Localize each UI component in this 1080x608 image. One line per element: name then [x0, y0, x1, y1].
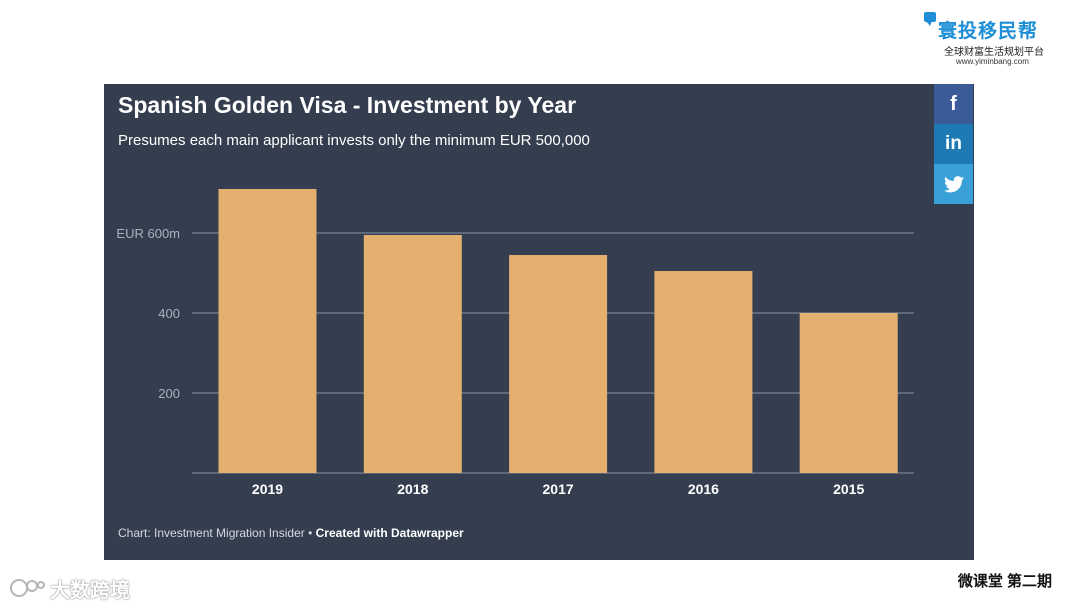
- twitter-icon: [943, 175, 964, 192]
- brand-url: www.yiminbang.com: [956, 57, 1029, 66]
- brand-tagline: 全球财富生活规划平台: [944, 47, 1044, 58]
- watermark-text: 大数跨境: [50, 580, 130, 602]
- chart-footer: Chart: Investment Migration Insider • Cr…: [118, 526, 464, 540]
- chart-title: Spanish Golden Visa - Investment by Year: [118, 92, 577, 118]
- bar-2019: [218, 189, 317, 473]
- chat-bubble-icon: [924, 12, 936, 26]
- datawrapper-credit-link[interactable]: Created with Datawrapper: [315, 526, 464, 540]
- series-caption: 微课堂 第二期: [957, 573, 1052, 590]
- x-tick-label: 2019: [252, 481, 283, 497]
- y-tick-label: EUR 600m: [116, 226, 180, 241]
- bar-2018: [363, 235, 462, 473]
- y-tick-label: 200: [158, 386, 180, 401]
- x-tick-label: 2016: [688, 481, 719, 497]
- brand-logo: 寰投移民帮 全球财富生活规划平台 www.yiminbang.com: [916, 10, 1056, 68]
- bar-2017: [509, 255, 608, 473]
- chart-panel: 200 400 EUR 600m 2019 2018 2017 2016 2015 Spani…: [104, 84, 974, 560]
- facebook-share-button[interactable]: f: [934, 84, 973, 124]
- twitter-share-button[interactable]: [934, 164, 973, 204]
- bar-chart: 200 400 EUR 600m 2019 2018 2017 2016 2015: [116, 189, 914, 497]
- x-tick-label: 2015: [833, 481, 864, 497]
- bar-2016: [654, 271, 753, 473]
- linkedin-share-button[interactable]: in: [934, 124, 973, 164]
- x-tick-label: 2018: [397, 481, 428, 497]
- watermark-logo-icon: [10, 579, 45, 597]
- chart-source: Chart: Investment Migration Insider: [118, 526, 305, 540]
- x-tick-label: 2017: [543, 481, 574, 497]
- brand-name: 寰投移民帮: [938, 21, 1039, 42]
- facebook-icon: f: [950, 92, 957, 115]
- bar-2015: [799, 313, 898, 473]
- y-tick-label: 400: [158, 306, 180, 321]
- footer-separator: •: [308, 526, 313, 540]
- chart-subtitle: Presumes each main applicant invests onl…: [118, 132, 590, 149]
- linkedin-icon: in: [945, 133, 962, 154]
